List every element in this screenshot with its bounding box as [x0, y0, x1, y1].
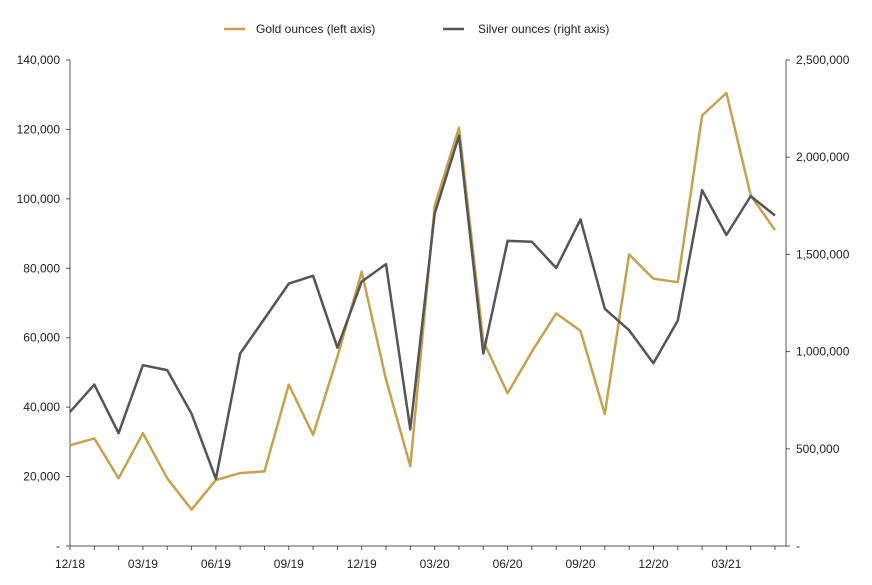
data-point-gold [385, 378, 387, 380]
left-y-tick-label: 60,000 [23, 331, 60, 345]
data-point-silver [701, 189, 703, 191]
left-y-tick-label: 20,000 [23, 470, 60, 484]
data-point-gold [506, 392, 508, 394]
left-y-tick-label: 120,000 [17, 122, 61, 136]
data-point-silver [628, 329, 630, 331]
left-y-tick-label: 140,000 [17, 53, 61, 67]
legend: Gold ounces (left axis) Silver ounces (r… [224, 22, 609, 36]
data-point-gold [93, 437, 95, 439]
data-point-gold [239, 472, 241, 474]
x-tick-label: 06/20 [493, 557, 523, 571]
data-point-silver [142, 364, 144, 366]
data-point-silver [288, 282, 290, 284]
data-point-gold [531, 350, 533, 352]
data-point-gold [458, 127, 460, 129]
data-point-gold [263, 470, 265, 472]
left-y-tick-label: - [56, 539, 60, 553]
data-point-silver [409, 428, 411, 430]
data-point-gold [117, 477, 119, 479]
left-y-tick-label: 40,000 [23, 400, 60, 414]
data-point-gold [434, 205, 436, 207]
left-y-tick-label: 100,000 [17, 192, 61, 206]
data-point-silver [361, 280, 363, 282]
data-point-silver [750, 195, 752, 197]
data-point-gold [604, 413, 606, 415]
data-point-silver [652, 362, 654, 364]
data-point-silver [263, 317, 265, 319]
data-point-gold [288, 383, 290, 385]
right-y-tick-label: - [796, 539, 800, 553]
data-point-gold [312, 434, 314, 436]
data-point-silver [166, 369, 168, 371]
data-point-silver [677, 319, 679, 321]
data-point-gold [652, 278, 654, 280]
series-line-silver [69, 134, 776, 481]
right-y-tick-label: 2,000,000 [796, 150, 850, 164]
x-tick-label: 12/19 [347, 557, 377, 571]
right-y-tick-label: 1,000,000 [796, 345, 850, 359]
x-tick-label: 12/20 [638, 557, 668, 571]
legend-label-silver: Silver ounces (right axis) [478, 22, 609, 36]
right-y-tick-label: 2,500,000 [796, 53, 850, 67]
data-point-silver [774, 214, 776, 216]
data-point-gold [69, 444, 71, 446]
left-y-tick-label: 80,000 [23, 261, 60, 275]
data-point-silver [725, 234, 727, 236]
x-tick-label: 03/20 [420, 557, 450, 571]
x-tick-label: 03/19 [128, 557, 158, 571]
series-layer [69, 91, 777, 511]
legend-label-gold: Gold ounces (left axis) [256, 22, 375, 36]
data-point-gold [628, 253, 630, 255]
data-point-silver [482, 352, 484, 354]
data-point-gold [579, 330, 581, 332]
data-point-gold [677, 281, 679, 283]
data-point-gold [409, 465, 411, 467]
data-point-silver [93, 383, 95, 385]
data-point-silver [190, 413, 192, 415]
x-tick-label: 03/21 [711, 557, 741, 571]
data-point-silver [604, 308, 606, 310]
right-y-tick-label: 1,500,000 [796, 247, 850, 261]
x-tick-label: 09/19 [274, 557, 304, 571]
data-point-silver [458, 135, 460, 137]
x-tick-label: 06/19 [201, 557, 231, 571]
data-point-silver [336, 347, 338, 349]
right-y-tick-label: 500,000 [796, 442, 840, 456]
data-point-silver [531, 241, 533, 243]
data-point-silver [579, 218, 581, 220]
data-point-gold [725, 92, 727, 94]
data-point-silver [117, 432, 119, 434]
data-point-silver [434, 212, 436, 214]
data-point-silver [312, 275, 314, 277]
data-point-gold [336, 356, 338, 358]
axes: - 20,000 40,000 60,000 80,000 100,000 120,000 1… [17, 53, 850, 571]
data-point-gold [774, 229, 776, 231]
data-point-gold [701, 114, 703, 116]
series-line-gold [69, 91, 777, 511]
data-point-silver [506, 240, 508, 242]
data-point-gold [361, 271, 363, 273]
data-point-silver [555, 267, 557, 269]
data-point-silver [239, 352, 241, 354]
data-point-silver [385, 263, 387, 265]
data-point-gold [190, 508, 192, 510]
x-tick-label: 12/18 [55, 557, 85, 571]
data-point-silver [69, 411, 71, 413]
x-tick-label: 09/20 [566, 557, 596, 571]
data-point-gold [555, 312, 557, 314]
data-point-silver [215, 478, 217, 480]
data-point-gold [166, 477, 168, 479]
data-point-gold [142, 432, 144, 434]
